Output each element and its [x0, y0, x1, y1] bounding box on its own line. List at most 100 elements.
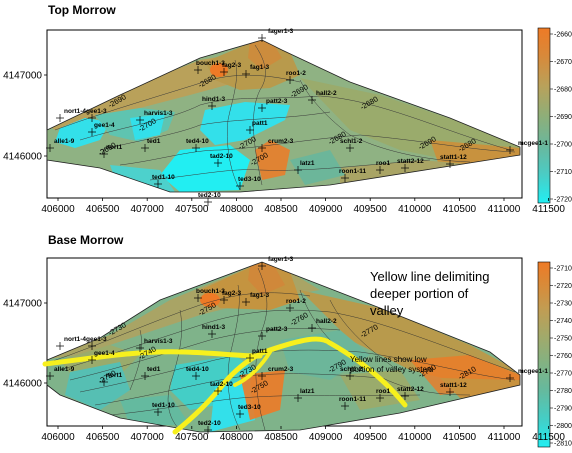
well-marker: roo1 — [376, 160, 390, 174]
colorbar-label: -2670 — [554, 59, 572, 66]
valley-line-upper — [42, 349, 263, 367]
contour-fill — [47, 40, 520, 192]
well-label: fag2-3 — [222, 62, 242, 69]
x-tick-label: 409500 — [354, 204, 388, 215]
well-marker: crum2-3 — [258, 138, 294, 152]
well-label: roon1-11 — [339, 396, 366, 403]
colorbar-label: -2810 — [554, 441, 572, 448]
well-marker: bouch1-3 — [194, 60, 225, 74]
x-tick-label: 410500 — [443, 204, 477, 215]
well-label: hind1-3 — [202, 324, 225, 331]
well-marker: statt1-12 — [440, 382, 467, 396]
colorbar-label: -2760 — [554, 353, 572, 360]
x-tick-label: 406000 — [41, 432, 75, 443]
well-label: gee1-3 — [86, 108, 107, 115]
colorbar-label: -2730 — [554, 301, 572, 308]
colorbar-label: -2690 — [554, 114, 572, 121]
y-axis: 4147000 4146000 — [3, 71, 47, 163]
well-marker: ted1-10 — [152, 402, 175, 416]
x-tick-label: 410000 — [398, 432, 432, 443]
colorbar-ticks: -2710 -2720 -2730 -2740 -2750 -2760 -2770 -2780… — [550, 266, 572, 448]
well-label: gee1-4 — [94, 122, 115, 129]
x-tick-label: 409500 — [354, 432, 388, 443]
valley-line-lower — [172, 336, 408, 435]
well-label: statt1-12 — [440, 154, 467, 161]
well-marker: hall2-2 — [308, 318, 337, 332]
well-marker: fag2-3 — [220, 290, 242, 304]
well-marker: statt2-12 — [397, 386, 424, 400]
well-marker: ted3-10 — [236, 404, 261, 418]
well-marker: ted3-10 — [236, 176, 261, 190]
x-tick-label: 408500 — [264, 204, 298, 215]
colorbar-label: -2780 — [554, 388, 572, 395]
x-tick-label: 407500 — [175, 432, 209, 443]
well-label: nort1 — [106, 372, 123, 379]
well-label: ted1-10 — [152, 174, 175, 181]
well-label: roo1 — [376, 160, 390, 167]
well-label: patt1 — [252, 120, 268, 127]
well-label: statt2-12 — [397, 158, 424, 165]
well-marker: roon1-11 — [339, 396, 366, 410]
well-marker: patt1 — [246, 348, 268, 362]
y-tick-label: 4146000 — [3, 379, 42, 390]
well-label: patt2-3 — [266, 98, 288, 105]
well-marker: latz1 — [294, 160, 315, 174]
well-label: crum2-3 — [268, 366, 294, 373]
well-label: schl1-2 — [340, 366, 363, 373]
y-tick-label: 4147000 — [3, 71, 42, 82]
well-marker: statt1-12 — [440, 154, 467, 168]
well-marker: roon1-11 — [339, 168, 366, 182]
annotation-line: Yellow line delimiting — [370, 269, 489, 284]
well-label: statt2-12 — [397, 386, 424, 393]
well-label: ted1 — [147, 366, 161, 373]
well-label: statt1-12 — [440, 382, 467, 389]
well-marker: ted1 — [141, 366, 161, 380]
well-label: mcgee1-1 — [518, 140, 548, 147]
colorbar-label: -2720 — [554, 283, 572, 290]
well-label: latz1 — [300, 160, 315, 167]
well-marker: ted4-10 — [186, 138, 209, 152]
well-marker: gee1-4 — [88, 122, 115, 136]
well-label: fag1-3 — [250, 64, 270, 71]
well-label: ted4-10 — [186, 138, 209, 145]
x-tick-label: 408000 — [220, 432, 254, 443]
well-label: fager1-3 — [268, 28, 294, 35]
well-label: patt1 — [252, 348, 268, 355]
annotation-line: deeper portion of — [370, 286, 469, 301]
well-marker: gee1-4 — [88, 350, 115, 364]
well-label: ted2-10 — [198, 192, 221, 199]
colorbar-label: -2660 — [554, 32, 572, 39]
well-label: harvis1-3 — [144, 338, 173, 345]
well-label: roon1-11 — [339, 168, 366, 175]
well-label: ted1 — [147, 138, 161, 145]
well-marker: fag1-3 — [242, 292, 270, 306]
well-marker: patt1 — [246, 120, 268, 134]
well-label: hind1-3 — [202, 96, 225, 103]
annotation-line: portion of valley system — [350, 365, 434, 374]
well-label: harvis1-3 — [144, 110, 173, 117]
x-tick-label: 406000 — [41, 204, 75, 215]
well-marker: bouch1-3 — [194, 288, 225, 302]
panel-title: Top Morrow — [48, 3, 116, 17]
annotation-secondary: Yellow lines show low portion of valley … — [350, 355, 434, 374]
x-tick-label: 410500 — [443, 432, 477, 443]
colorbar-label: -2680 — [554, 87, 572, 94]
x-tick-label: 411000 — [488, 432, 521, 443]
well-label: ted1-10 — [152, 402, 175, 409]
colorbar-label: -2770 — [554, 371, 572, 378]
annotation-main: Yellow line delimiting deeper portion of… — [370, 269, 489, 318]
well-label: ted2-10 — [198, 420, 221, 427]
colorbar-label: -2710 — [554, 266, 572, 273]
well-marker: fager1-3 — [258, 256, 294, 270]
x-tick-label: 409000 — [309, 432, 343, 443]
map-outline — [46, 261, 521, 433]
valley-lines — [42, 336, 408, 435]
well-marker: tad2-10 — [210, 153, 233, 167]
well-marker: nort1-4 — [56, 336, 86, 350]
well-marker: hind1-3 — [202, 324, 225, 338]
well-marker: harvis1-3 — [136, 110, 173, 124]
annotation-line: Yellow lines show low — [350, 355, 427, 364]
well-label: ted3-10 — [238, 404, 261, 411]
